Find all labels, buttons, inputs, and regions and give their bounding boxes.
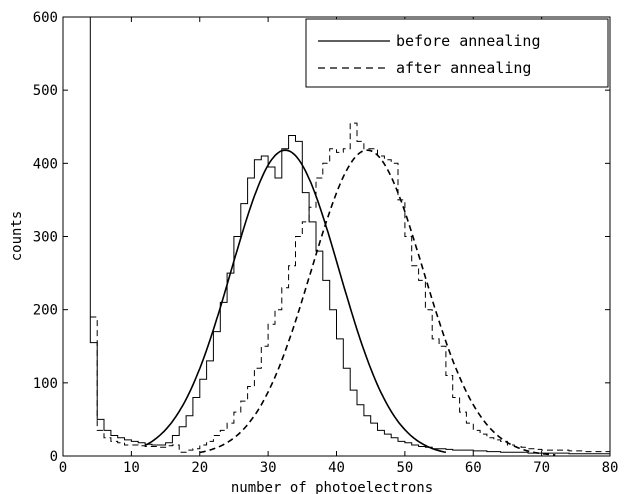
x-tick-label: 80 — [602, 460, 619, 476]
x-tick-label: 10 — [123, 460, 140, 476]
legend-label-after: after annealing — [396, 59, 531, 77]
y-tick-label: 400 — [33, 156, 58, 172]
y-tick-label: 500 — [33, 83, 58, 99]
legend: before annealing after annealing — [305, 18, 609, 88]
series-before-annealing-histogram — [86, 16, 610, 455]
y-tick-label: 100 — [33, 376, 58, 392]
y-tick-label: 600 — [33, 10, 58, 26]
legend-label-before: before annealing — [396, 32, 541, 50]
y-axis-title: counts — [9, 211, 25, 262]
x-tick-label: 30 — [260, 460, 277, 476]
series-fit-3-fit — [199, 149, 556, 456]
y-tick-label: 0 — [50, 449, 58, 465]
x-tick-label: 40 — [328, 460, 345, 476]
legend-box — [305, 18, 609, 88]
x-tick-label: 60 — [465, 460, 482, 476]
x-tick-label: 70 — [533, 460, 550, 476]
y-tick-label: 300 — [33, 230, 58, 246]
x-tick-label: 50 — [396, 460, 413, 476]
plot-area — [86, 16, 611, 456]
x-tick-label: 0 — [59, 460, 67, 476]
series-fit-1-fit — [144, 149, 447, 454]
x-axis-title: number of photoelectrons — [231, 480, 433, 494]
x-tick-label: 20 — [191, 460, 208, 476]
y-tick-label: 200 — [33, 303, 58, 319]
series-after-annealing-histogram — [90, 122, 611, 453]
